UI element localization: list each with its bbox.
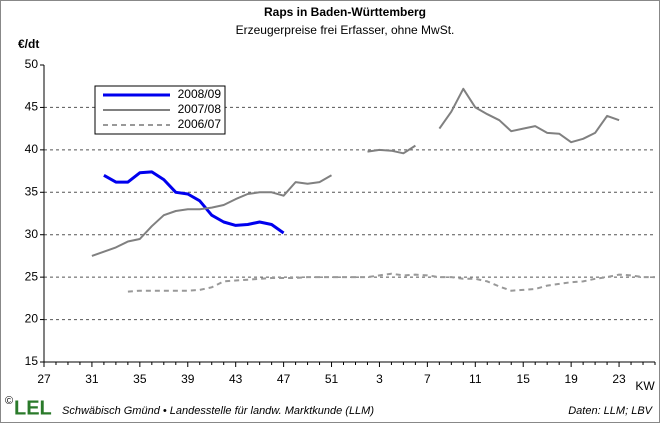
x-tick-label: 19 [564,372,578,386]
x-tick-label: 31 [85,372,99,386]
legend-label: 2007/08 [178,102,222,116]
legend-label: 2006/07 [178,117,222,131]
y-tick-label: 50 [25,57,39,71]
series-line [127,272,655,293]
legend-label: 2008/09 [178,87,222,101]
copyright: © [5,395,13,407]
x-tick-label: 35 [133,372,147,386]
logo: LEL [14,397,52,419]
source-left: Schwäbisch Gmünd • Landesstelle für land… [62,405,374,417]
y-tick-label: 40 [25,142,39,156]
x-tick-label: 3 [376,372,383,386]
x-tick-label: 23 [612,372,626,386]
source-right: Daten: LLM; LBV [568,405,653,417]
x-tick-label: 47 [277,372,291,386]
chart-subtitle: Erzeugerpreise frei Erfasser, ohne MwSt. [236,23,455,37]
y-tick-label: 45 [25,100,39,114]
chart-title: Raps in Baden-Württemberg [264,5,426,19]
x-tick-label: 43 [229,372,243,386]
y-tick-label: 25 [25,269,39,283]
y-tick-label: 20 [25,312,39,326]
y-tick-label: 30 [25,227,39,241]
y-tick-label: 35 [25,184,39,198]
x-tick-label: 39 [181,372,195,386]
series-line [91,87,620,257]
x-tick-label: 27 [37,372,51,386]
x-tick-label: 51 [325,372,339,386]
y-axis-label: €/dt [18,37,39,51]
x-tick-label: 7 [424,372,431,386]
y-tick-label: 15 [25,354,39,368]
x-tick-label: 11 [469,372,482,386]
x-axis-label: KW [635,379,655,393]
series-line [103,170,285,235]
x-tick-label: 15 [517,372,531,386]
